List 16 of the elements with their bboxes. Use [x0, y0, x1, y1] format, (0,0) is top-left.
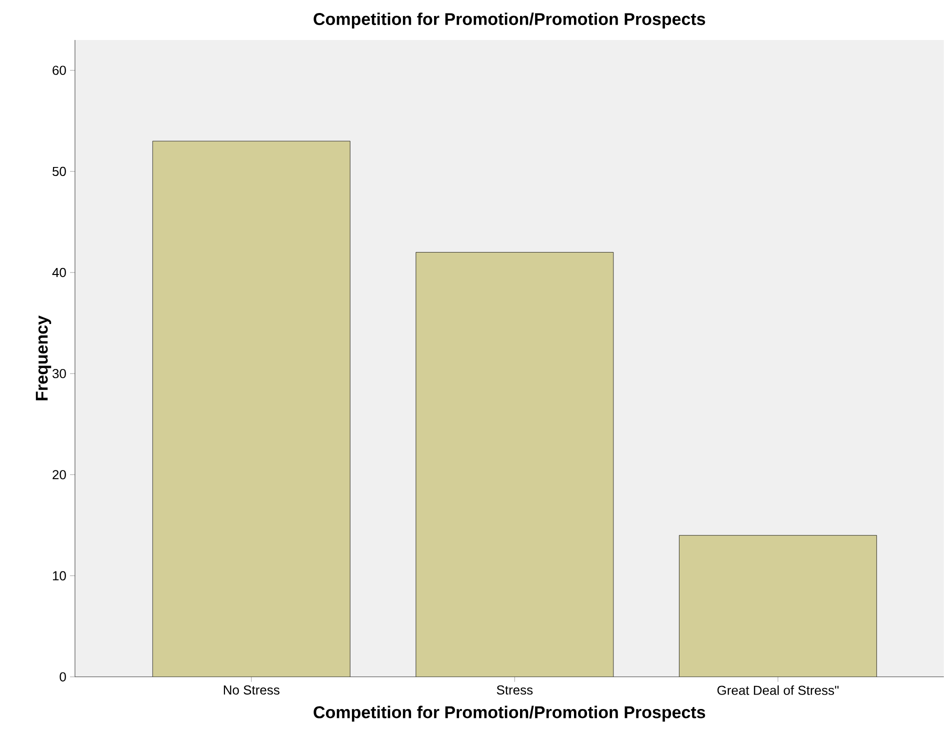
- y-tick-label: 20: [52, 470, 66, 480]
- bar: [152, 141, 350, 677]
- y-tick-label: 40: [52, 268, 66, 278]
- y-axis-title: Frequency: [36, 316, 52, 400]
- y-tick-label: 60: [52, 66, 66, 75]
- chart-title: Competition for Promotion/Promotion Prospects: [314, 12, 706, 29]
- x-tick-label: No Stress: [224, 685, 280, 695]
- y-tick-label: 30: [52, 369, 66, 378]
- bar: [416, 252, 614, 677]
- y-tick-label: 0: [60, 672, 66, 682]
- y-tick-label: 10: [52, 571, 66, 580]
- bar: [679, 535, 877, 677]
- x-axis-title: Competition for Promotion/Promotion Prospects: [314, 706, 706, 722]
- x-tick-label: Stress: [496, 685, 533, 695]
- x-tick-label: Great Deal of Stress": [717, 685, 839, 696]
- y-tick-label: 50: [52, 166, 66, 176]
